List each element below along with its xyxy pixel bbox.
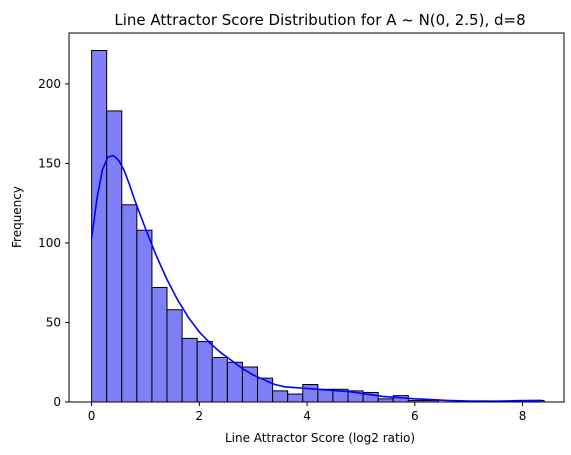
histogram-bar-2 [121, 204, 138, 403]
histogram-bar-8 [211, 356, 228, 403]
x-tick-label-6: 6 [411, 409, 419, 423]
histogram-bar-4 [151, 286, 168, 403]
y-tick-label-100: 100 [38, 236, 61, 250]
x-tick-label-2: 2 [196, 409, 204, 423]
x-tick-label-8: 8 [519, 409, 527, 423]
x-tick-label-4: 4 [303, 409, 311, 423]
kde-curve [90, 154, 542, 403]
y-tick-label-200: 200 [38, 77, 61, 91]
histogram-bar-12 [272, 390, 289, 403]
histogram-bar-9 [226, 361, 243, 403]
histogram-bar-3 [136, 229, 153, 403]
histogram-bars [91, 49, 545, 403]
histogram-bar-7 [196, 341, 213, 403]
histogram-bar-6 [181, 337, 198, 403]
histogram-bar-15 [317, 388, 334, 403]
x-axis-label: Line Attractor Score (log2 ratio) [225, 431, 415, 445]
chart-title: Line Attractor Score Distribution for A … [114, 11, 525, 29]
plot-frame [68, 32, 565, 403]
x-tick-label-0: 0 [88, 409, 96, 423]
histogram-bar-13 [287, 393, 304, 403]
y-tick-label-50: 50 [46, 315, 61, 329]
y-axis-ticks: 0 50 100 150 200 [38, 77, 69, 409]
y-axis-label: Frequency [10, 186, 24, 248]
y-tick-label-150: 150 [38, 156, 61, 170]
y-tick-label-0: 0 [53, 395, 61, 409]
histogram-bar-1 [106, 110, 123, 403]
x-axis-ticks: 0 2 4 6 8 [88, 402, 527, 423]
histogram-bar-5 [166, 309, 183, 403]
histogram-bar-14 [302, 384, 319, 403]
